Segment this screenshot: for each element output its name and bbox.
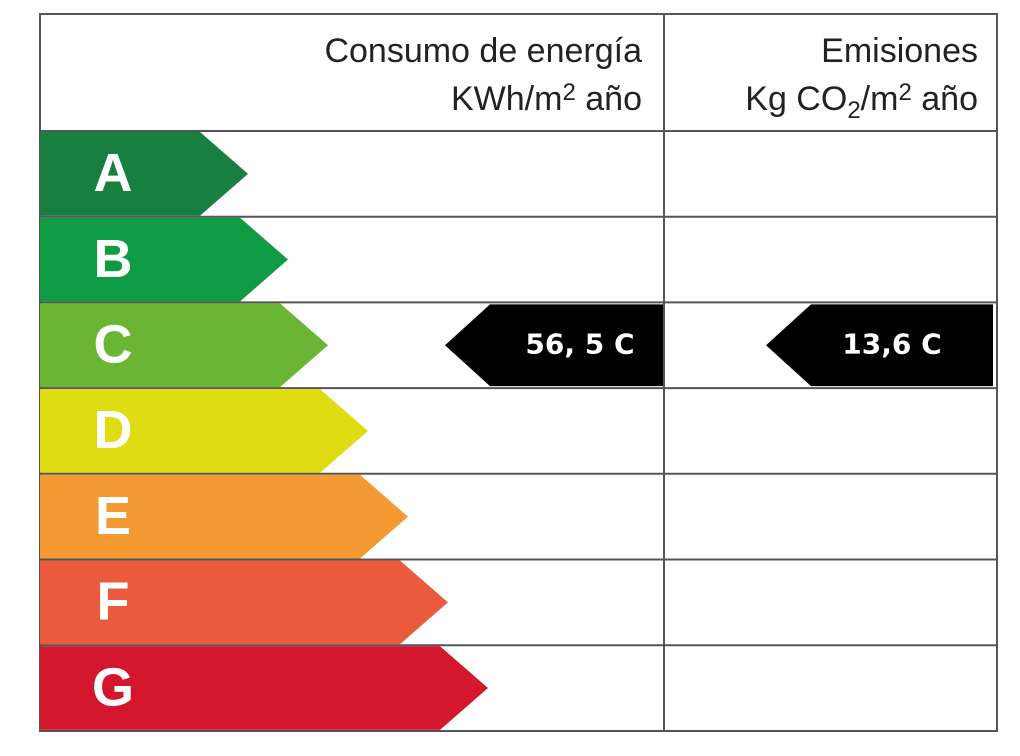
class-letter: A <box>94 143 133 203</box>
class-letter: D <box>94 400 133 460</box>
energy-header: Consumo de energía <box>324 32 642 70</box>
class-arrow <box>40 646 488 730</box>
emissions-rating: 13,6 C <box>842 327 941 360</box>
class-arrow <box>40 217 288 302</box>
energy-unit: KWh/m2 año <box>451 79 642 118</box>
class-arrow <box>40 389 368 473</box>
class-letter: F <box>97 572 130 632</box>
class-arrow <box>40 303 328 388</box>
emissions-header: Emisiones <box>821 32 978 70</box>
class-letter: G <box>92 657 134 717</box>
class-arrow <box>40 474 408 559</box>
class-arrow <box>40 560 448 645</box>
class-letter: B <box>94 229 133 289</box>
emissions-unit: Kg CO2/m2 año <box>745 79 978 124</box>
rating-arrow <box>766 304 993 387</box>
rating-arrow <box>445 304 663 387</box>
class-arrow <box>40 132 248 216</box>
energy-rating: 56, 5 C <box>525 327 634 360</box>
class-letter: C <box>94 315 133 375</box>
class-letter: E <box>95 486 131 546</box>
